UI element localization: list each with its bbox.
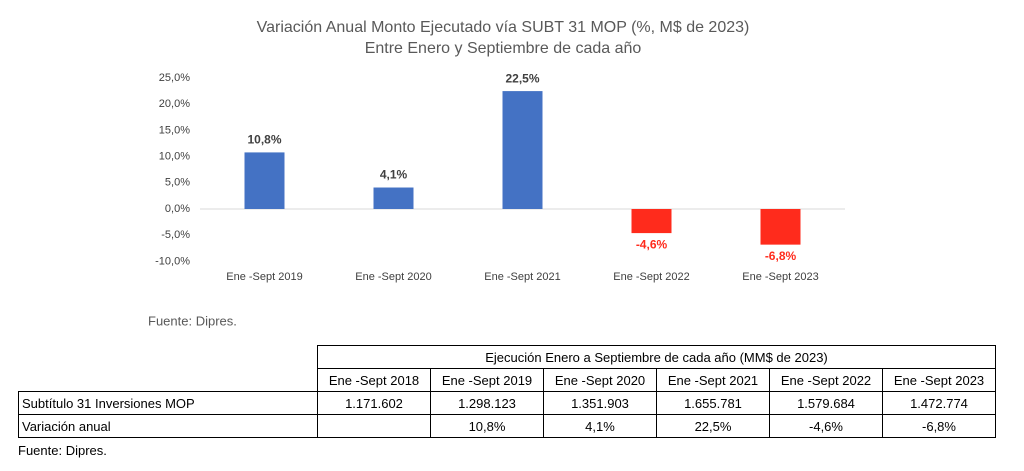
table-cell: 1.472.774: [882, 391, 996, 415]
table-cell: Ene -Sept 2021: [656, 368, 770, 392]
y-tick-label: -5,0%: [161, 229, 190, 241]
table-cell: [19, 369, 318, 392]
source-note: Fuente: Dipres.: [148, 313, 237, 328]
x-tick-label: Ene -Sept 2022: [613, 271, 689, 283]
table-cell: Ene -Sept 2022: [769, 368, 883, 392]
y-tick-label: -10,0%: [155, 255, 190, 267]
chart-title: Variación Anual Monto Ejecutado vía SUBT…: [257, 19, 750, 36]
table-cell: Ene -Sept 2019: [430, 368, 544, 392]
table-cell: 10,8%: [430, 414, 544, 438]
data-label: 4,1%: [380, 168, 408, 182]
y-tick-label: 0,0%: [165, 203, 190, 215]
bar: [760, 209, 801, 245]
y-tick-label: 10,0%: [159, 151, 190, 163]
bar: [502, 91, 543, 209]
table-cell: [317, 414, 431, 438]
table-cell: 1.298.123: [430, 391, 544, 415]
x-tick-label: Ene -Sept 2021: [484, 271, 560, 283]
y-tick-label: 20,0%: [159, 98, 190, 110]
y-tick-label: 15,0%: [159, 124, 190, 136]
table-cell: 1.655.781: [656, 391, 770, 415]
table-cell: Subtítulo 31 Inversiones MOP: [18, 391, 318, 415]
chart-subtitle: Entre Enero y Septiembre de cada año: [365, 40, 642, 57]
table-cell: Ene -Sept 2020: [543, 368, 657, 392]
y-tick-label: 25,0%: [159, 72, 190, 84]
data-label: 10,8%: [247, 133, 281, 147]
table-cell: -4,6%: [769, 414, 883, 438]
data-table: Ejecución Enero a Septiembre de cada año…: [18, 345, 996, 438]
x-tick-label: Ene -Sept 2023: [742, 271, 818, 283]
table-cell: Ene -Sept 2023: [882, 368, 996, 392]
table-cell: Variación anual: [18, 414, 318, 438]
table-row: Subtítulo 31 Inversiones MOP 1.171.602 1.2…: [18, 391, 996, 415]
x-tick-label: Ene -Sept 2019: [226, 271, 302, 283]
table-cell: 1.579.684: [769, 391, 883, 415]
table-cell: 22,5%: [656, 414, 770, 438]
data-label: 22,5%: [505, 71, 539, 85]
table-cell: Ejecución Enero a Septiembre de cada año…: [317, 345, 996, 369]
y-tick-label: 5,0%: [165, 177, 190, 189]
table-cell: 1.351.903: [543, 391, 657, 415]
table-row: Variación anual 10,8% 4,1% 22,5% -4,6% -6,8%: [18, 414, 996, 438]
table-row: Ejecución Enero a Septiembre de cada año…: [19, 345, 996, 369]
table-cell: Ene -Sept 2018: [317, 368, 431, 392]
data-label: -4,6%: [636, 237, 668, 251]
bar: [373, 187, 414, 209]
table-row: Ene -Sept 2018 Ene -Sept 2019 Ene -Sept 20…: [19, 368, 996, 392]
table-cell: 1.171.602: [317, 391, 431, 415]
table-cell: 4,1%: [543, 414, 657, 438]
bar: [631, 209, 672, 234]
table-cell: -6,8%: [882, 414, 996, 438]
x-tick-label: Ene -Sept 2020: [355, 271, 431, 283]
chart: Variación Anual Monto Ejecutado vía SUBT…: [148, 19, 845, 328]
table-note: Fuente: Dipres.: [18, 443, 107, 458]
data-label: -6,8%: [765, 249, 797, 263]
bar: [244, 152, 285, 209]
table-cell: [19, 346, 318, 369]
